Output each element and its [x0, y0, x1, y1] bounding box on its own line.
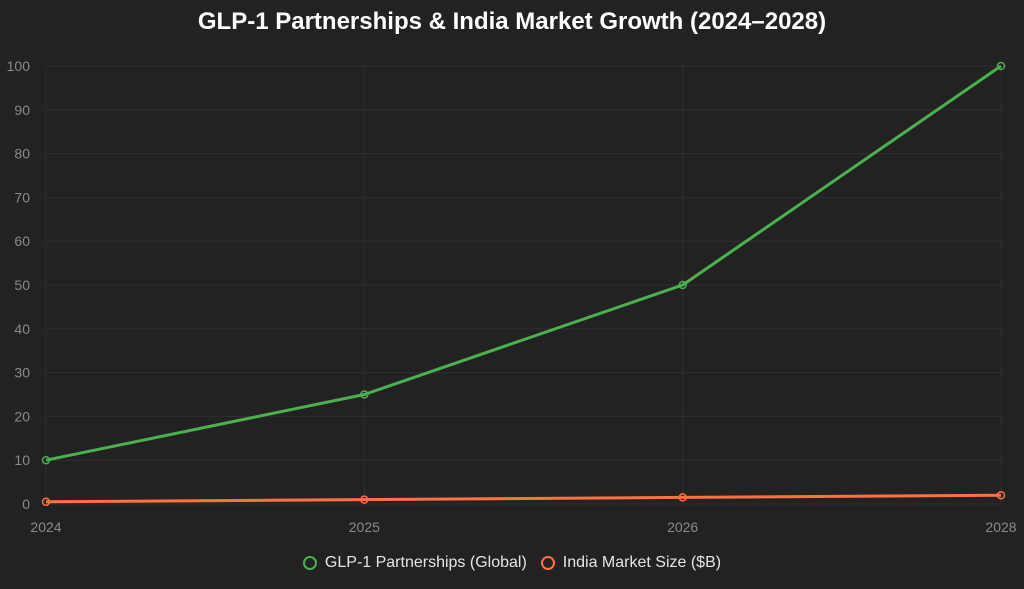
legend-item-glp1[interactable]: GLP-1 Partnerships (Global) — [302, 554, 527, 572]
data-point-0 — [996, 61, 1006, 71]
x-tick-label: 2028 — [985, 519, 1016, 535]
series-line-0 — [45, 64, 1002, 462]
data-point-0 — [360, 390, 369, 399]
data-point-0 — [41, 455, 51, 465]
data-point-0 — [678, 280, 687, 290]
y-tick-label: 90 — [14, 102, 30, 118]
y-tick-label: 70 — [14, 189, 30, 205]
y-tick-label: 0 — [22, 496, 30, 512]
chart-title: GLP-1 Partnerships & India Market Growth… — [197, 8, 827, 35]
series-layer — [41, 61, 1006, 507]
y-tick-label: 10 — [14, 452, 30, 468]
legend-label-glp1: GLP-1 Partnerships (Global) — [324, 554, 527, 571]
legend: GLP-1 Partnerships (Global) India Market… — [0, 554, 1024, 572]
x-tick-label: 2024 — [30, 519, 61, 535]
y-tick-label: 100 — [7, 58, 31, 74]
series-line-1 — [45, 493, 1002, 504]
y-tick-label: 30 — [14, 365, 30, 381]
y-axis: 0 10 20 30 40 50 60 70 80 90 100 — [7, 58, 31, 512]
y-tick-label: 60 — [14, 233, 30, 249]
x-tick-label: 2025 — [349, 519, 380, 535]
grid-lines — [45, 65, 1002, 505]
y-tick-label: 50 — [14, 277, 30, 293]
data-point-1 — [996, 490, 1006, 500]
x-tick-label: 2026 — [667, 519, 698, 535]
y-tick-label: 40 — [14, 321, 30, 337]
y-tick-label: 20 — [14, 408, 30, 424]
legend-label-india: India Market Size ($B) — [562, 554, 722, 571]
legend-item-india[interactable]: India Market Size ($B) — [540, 554, 722, 572]
data-point-1 — [678, 493, 687, 502]
y-tick-label: 80 — [14, 146, 30, 162]
x-axis: 2024 2025 2026 2028 — [30, 519, 1016, 535]
legend-swatch-india — [540, 556, 555, 570]
data-point-1 — [360, 495, 369, 504]
legend-swatch-glp1 — [302, 556, 317, 570]
data-point-1 — [41, 497, 51, 507]
